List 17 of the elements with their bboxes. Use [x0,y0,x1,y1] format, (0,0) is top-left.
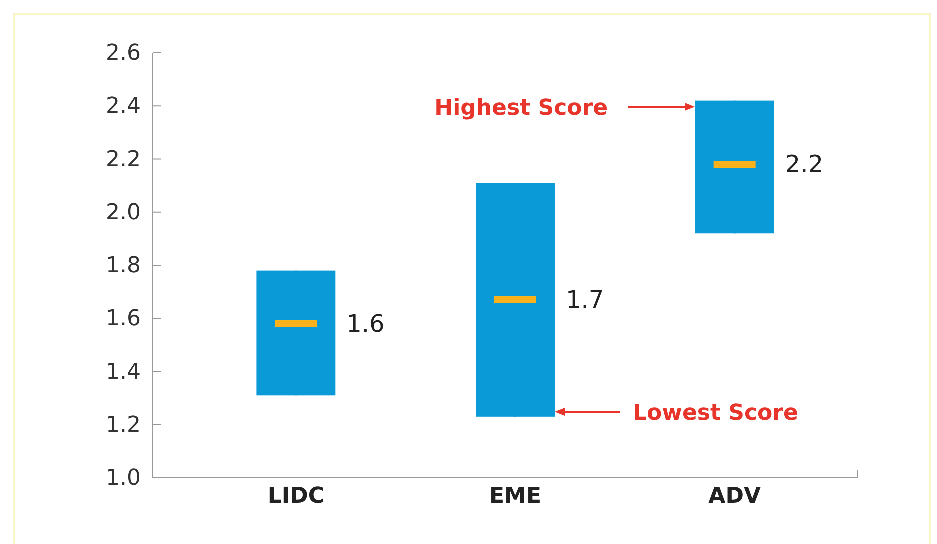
y-tick-label: 2.0 [106,200,141,226]
y-tick-label: 1.2 [106,412,141,438]
y-tick-label: 1.6 [106,306,141,332]
annotation: 2.2 [785,150,824,179]
y-tick-label: 1.4 [106,360,141,385]
x-tick-label: ADV [708,484,761,509]
annotation: 1.7 [566,286,604,314]
y-tick-label: 2.2 [106,147,141,172]
annotation: 1.6 [346,310,385,338]
y-tick-label: 2.6 [106,41,141,66]
y-tick-label: 1.8 [106,254,141,279]
annotation: Highest Score [434,96,608,121]
x-tick-label: LIDC [268,484,324,509]
annotation: Lowest Score [633,401,798,426]
y-tick-label: 1.0 [106,466,141,492]
y-tick-label: 2.4 [106,94,141,120]
x-tick-label: EME [490,484,542,509]
